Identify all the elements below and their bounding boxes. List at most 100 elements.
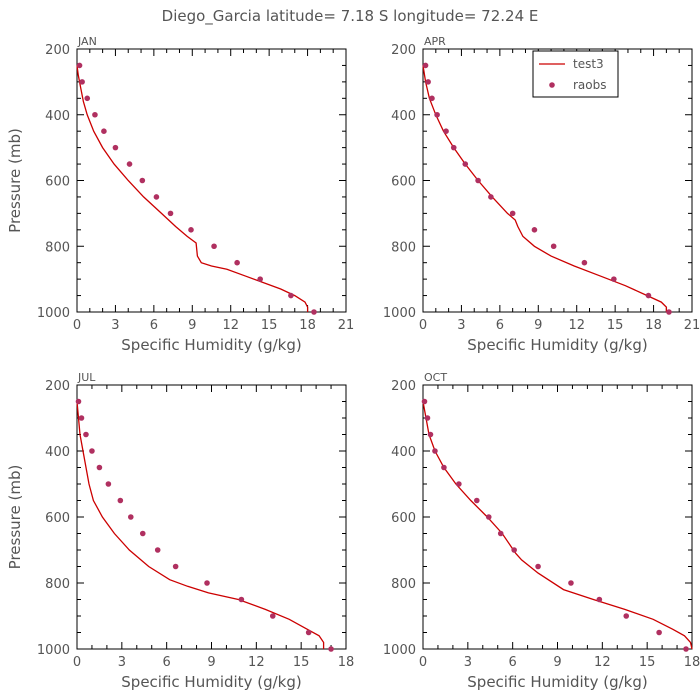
data-point-raobs-jan <box>288 292 294 299</box>
data-point-raobs-jul <box>238 596 245 603</box>
series-line-test3-jul <box>76 401 325 649</box>
data-point-raobs-oct <box>485 514 492 520</box>
data-point-raobs-apr <box>443 128 449 134</box>
panel-title-apr: APR <box>424 35 446 48</box>
series-line-test3-jan <box>76 65 309 312</box>
data-point-raobs-apr <box>611 276 617 282</box>
data-point-raobs-jan <box>188 227 194 233</box>
y-tick-label-apr: 600 <box>391 175 416 190</box>
x-tick-label-apr: 9 <box>534 318 542 333</box>
x-tick-label-jul: 9 <box>207 655 215 670</box>
data-point-raobs-oct <box>683 646 689 652</box>
data-point-raobs-jul <box>78 415 85 421</box>
x-tick-label-jan: 18 <box>299 318 316 333</box>
x-axis-label-apr: Specific Humidity (g/kg) <box>467 336 647 354</box>
data-point-raobs-jan <box>126 161 133 167</box>
data-point-raobs-jan <box>167 210 174 217</box>
data-point-raobs-apr <box>434 111 440 118</box>
plot-frame-oct <box>422 384 693 650</box>
y-tick-label-oct: 600 <box>391 511 416 526</box>
x-tick-label-apr: 0 <box>419 318 427 333</box>
data-point-raobs-jul <box>117 497 124 504</box>
y-tick-label-apr: 400 <box>391 109 416 124</box>
data-point-raobs-oct <box>535 563 541 570</box>
panel-oct: OCT 0 3 6 9 12 15 18 200 400 600 800 1000 Specific Hu… <box>383 371 700 691</box>
x-tick-label-jan: 12 <box>222 318 239 333</box>
panel-jan: JAN 0 3 6 9 12 15 18 21 200 400 600 800 1000 Specific … <box>6 35 354 354</box>
y-tick-label-oct: 400 <box>391 445 416 460</box>
x-tick-label-apr: 15 <box>607 318 624 333</box>
figure-title: Diego_Garcia latitude= 7.18 S longitude=… <box>162 7 539 26</box>
series-line-test3-oct <box>422 401 693 650</box>
panel-title-oct: OCT <box>424 371 447 384</box>
y-tick-label-oct: 1000 <box>383 643 416 658</box>
y-tick-label-apr: 200 <box>391 43 416 58</box>
y-tick-label-jan: 400 <box>45 109 70 124</box>
legend-point-marker <box>549 82 555 88</box>
data-point-raobs-jul <box>154 547 161 553</box>
data-point-raobs-apr <box>475 177 481 184</box>
data-point-raobs-oct <box>427 431 434 438</box>
panel-title-jul: JUL <box>77 371 96 384</box>
data-point-raobs-oct <box>497 530 504 537</box>
y-tick-label-jan: 1000 <box>37 306 70 321</box>
data-point-raobs-jan <box>311 309 317 315</box>
data-point-raobs-oct <box>432 448 438 454</box>
panel-apr: APR 0 3 6 9 12 15 18 21 200 400 600 800 1000 Specific … <box>383 35 700 354</box>
x-tick-label-oct: 9 <box>553 655 561 670</box>
data-point-raobs-jan <box>79 79 85 85</box>
y-axis-label-jan: Pressure (mb) <box>6 128 24 233</box>
x-tick-label-apr: 18 <box>645 318 662 333</box>
data-point-raobs-apr <box>550 243 557 250</box>
x-tick-label-apr: 21 <box>684 318 700 333</box>
y-tick-label-jul: 800 <box>45 577 70 592</box>
y-tick-label-jan: 200 <box>45 43 70 58</box>
y-tick-label-oct: 800 <box>391 577 416 592</box>
y-tick-label-jul: 400 <box>45 445 70 460</box>
x-tick-label-apr: 6 <box>496 318 504 333</box>
data-point-raobs-jul <box>269 613 276 619</box>
y-tick-label-jan: 600 <box>45 175 70 190</box>
data-point-raobs-oct <box>424 415 431 421</box>
data-point-raobs-jan <box>234 259 240 266</box>
data-point-raobs-oct <box>656 629 662 636</box>
data-point-raobs-oct <box>568 580 574 586</box>
data-point-raobs-oct <box>456 481 462 487</box>
x-tick-label-apr: 3 <box>457 318 465 333</box>
data-point-raobs-jan <box>211 243 217 250</box>
data-point-raobs-oct <box>474 497 480 504</box>
legend-box <box>532 50 619 98</box>
x-tick-label-jul: 18 <box>338 655 355 670</box>
data-point-raobs-jan <box>92 111 98 118</box>
data-point-raobs-jan <box>112 144 119 151</box>
x-tick-label-jul: 6 <box>163 655 171 670</box>
series-line-test3-apr <box>422 65 668 312</box>
panel-jul: JUL 0 3 6 9 12 15 18 200 400 600 800 1000 Specific Hu… <box>6 371 354 691</box>
panel-title-jan: JAN <box>77 35 97 48</box>
x-tick-label-oct: 6 <box>509 655 517 670</box>
data-point-raobs-apr <box>450 144 457 151</box>
data-point-raobs-jul <box>105 481 112 487</box>
y-axis-label-jul: Pressure (mb) <box>6 465 24 570</box>
data-point-raobs-jan <box>257 276 263 282</box>
data-point-raobs-jul <box>305 629 312 636</box>
x-tick-label-oct: 12 <box>594 655 611 670</box>
x-tick-label-jan: 15 <box>261 318 278 333</box>
data-point-raobs-jan <box>153 194 160 200</box>
data-point-raobs-jan <box>101 128 107 134</box>
x-tick-label-oct: 0 <box>419 655 427 670</box>
plot-frame-jan <box>76 48 347 313</box>
x-tick-label-jan: 21 <box>338 318 355 333</box>
data-point-raobs-jan <box>84 95 91 102</box>
data-point-raobs-jan <box>139 177 146 184</box>
x-tick-label-apr: 12 <box>568 318 585 333</box>
x-tick-label-jan: 3 <box>111 318 119 333</box>
y-tick-label-jul: 1000 <box>37 643 70 658</box>
x-tick-label-jul: 15 <box>293 655 310 670</box>
x-tick-label-jan: 6 <box>150 318 158 333</box>
data-point-raobs-oct <box>596 596 603 603</box>
plot-frame-jul <box>76 384 347 650</box>
data-point-raobs-apr <box>509 210 516 217</box>
y-tick-label-apr: 800 <box>391 240 416 255</box>
